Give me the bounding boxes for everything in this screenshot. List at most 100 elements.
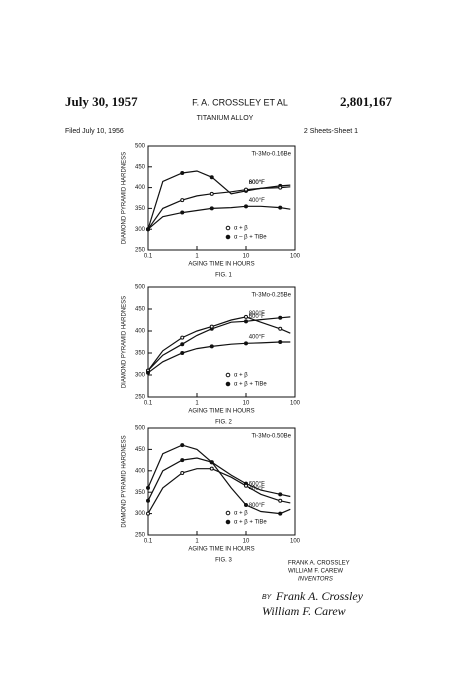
data-point (278, 511, 283, 516)
legend-label: α + β (234, 373, 248, 379)
data-point (209, 466, 214, 471)
curve (147, 316, 291, 372)
data-point (209, 175, 214, 180)
curve (147, 170, 291, 230)
inventors-label: INVENTORS (298, 577, 333, 583)
y-tick-label: 300 (135, 511, 146, 517)
y-axis-label: DIAMOND PYRAMID HARDNESS (122, 152, 128, 244)
chart-title: Ti-3Mo-0.50Be (252, 434, 292, 440)
y-axis-label: DIAMOND PYRAMID HARDNESS (122, 296, 128, 388)
legend-label: α + β + TiBe (234, 520, 267, 526)
data-point (209, 460, 214, 465)
y-tick-label: 500 (135, 144, 146, 150)
curve-label: 400°F (249, 334, 265, 340)
chart-title: Ti-3Mo-0.25Be (252, 293, 292, 299)
y-tick-label: 450 (135, 164, 146, 170)
legend-marker (225, 381, 231, 387)
plot-frame (147, 286, 296, 398)
curve (147, 444, 291, 515)
curve (147, 186, 291, 230)
plot-frame (147, 427, 296, 536)
y-tick-label: 250 (135, 248, 146, 254)
x-tick-label: 10 (243, 401, 250, 407)
data-point (146, 485, 150, 490)
data-point (278, 492, 283, 497)
y-tick-label: 350 (135, 351, 146, 357)
legend-marker (225, 225, 231, 231)
data-point (146, 511, 150, 516)
legend-label: α + β + TiBe (234, 382, 267, 388)
legend-marker (225, 234, 231, 240)
x-tick-label: 0.1 (144, 539, 153, 545)
y-axis-label: DIAMOND PYRAMID HARDNESS (122, 435, 128, 527)
y-tick-label: 350 (135, 490, 146, 496)
y-tick-label: 300 (135, 227, 146, 233)
plot-frame (147, 145, 296, 251)
x-tick-label: 0.1 (144, 401, 153, 407)
data-point (180, 351, 185, 355)
data-point (244, 314, 248, 319)
legend-label: α – β + TiBe (234, 235, 267, 241)
y-tick-label: 350 (135, 206, 146, 212)
signature: William F. Carew (262, 604, 346, 618)
data-point (180, 470, 185, 475)
y-tick-label: 250 (135, 395, 146, 401)
x-tick-label: 10 (243, 539, 250, 545)
x-tick-label: 1 (195, 401, 199, 407)
curve-label: 600°F (249, 180, 265, 186)
data-point (180, 210, 185, 215)
legend-label: α + β (234, 226, 248, 232)
legend-marker (225, 372, 231, 378)
x-axis-label: AGING TIME IN HOURS (188, 547, 254, 553)
data-point (209, 324, 214, 329)
curve-label: 600°F (249, 314, 265, 320)
filed: Filed July 10, 1956 (65, 128, 124, 135)
data-point (180, 198, 185, 203)
date: July 30, 1957 (65, 94, 138, 109)
data-point (209, 206, 214, 211)
data-point (146, 370, 150, 375)
data-point (146, 498, 150, 503)
data-point (278, 185, 283, 190)
x-tick-label: 1 (195, 539, 199, 545)
inventor-name: FRANK A. CROSSLEY (288, 561, 350, 567)
x-tick-label: 100 (290, 401, 301, 407)
data-point (244, 187, 248, 192)
data-point (244, 341, 248, 346)
data-point (244, 503, 248, 508)
data-point (209, 191, 214, 196)
data-point (209, 344, 214, 349)
sheet: 2 Sheets-Sheet 1 (304, 128, 358, 135)
legend-marker (225, 510, 231, 516)
y-tick-label: 450 (135, 307, 146, 313)
y-tick-label: 400 (135, 329, 146, 335)
by-label: BY (262, 594, 273, 601)
subject: TITANIUM ALLOY (197, 115, 254, 122)
curve-label: 800°F (249, 311, 265, 317)
curve (147, 341, 291, 374)
data-point (278, 315, 283, 320)
chart-title: Ti-3Mo-0.16Be (252, 152, 292, 158)
x-tick-label: 1 (195, 254, 199, 260)
patent-number: 2,801,167 (340, 94, 393, 109)
data-point (180, 443, 185, 448)
y-tick-label: 450 (135, 447, 146, 453)
curve-label: 800°F (249, 503, 265, 509)
fig-label: FIG. 3 (215, 558, 232, 564)
data-point (278, 205, 283, 210)
data-point (244, 483, 248, 488)
data-point (180, 335, 185, 340)
fig-label: FIG. 1 (215, 273, 232, 279)
x-tick-label: 0.1 (144, 254, 153, 260)
y-tick-label: 300 (135, 373, 146, 379)
curve (147, 316, 291, 371)
data-point (278, 340, 283, 344)
legend-marker (225, 519, 231, 525)
data-point (180, 458, 185, 463)
data-point (244, 319, 248, 324)
inventor-name: WILLIAM F. CAREW (288, 569, 343, 575)
data-point (180, 171, 185, 176)
data-point (278, 326, 283, 331)
x-axis-label: AGING TIME IN HOURS (188, 262, 254, 268)
